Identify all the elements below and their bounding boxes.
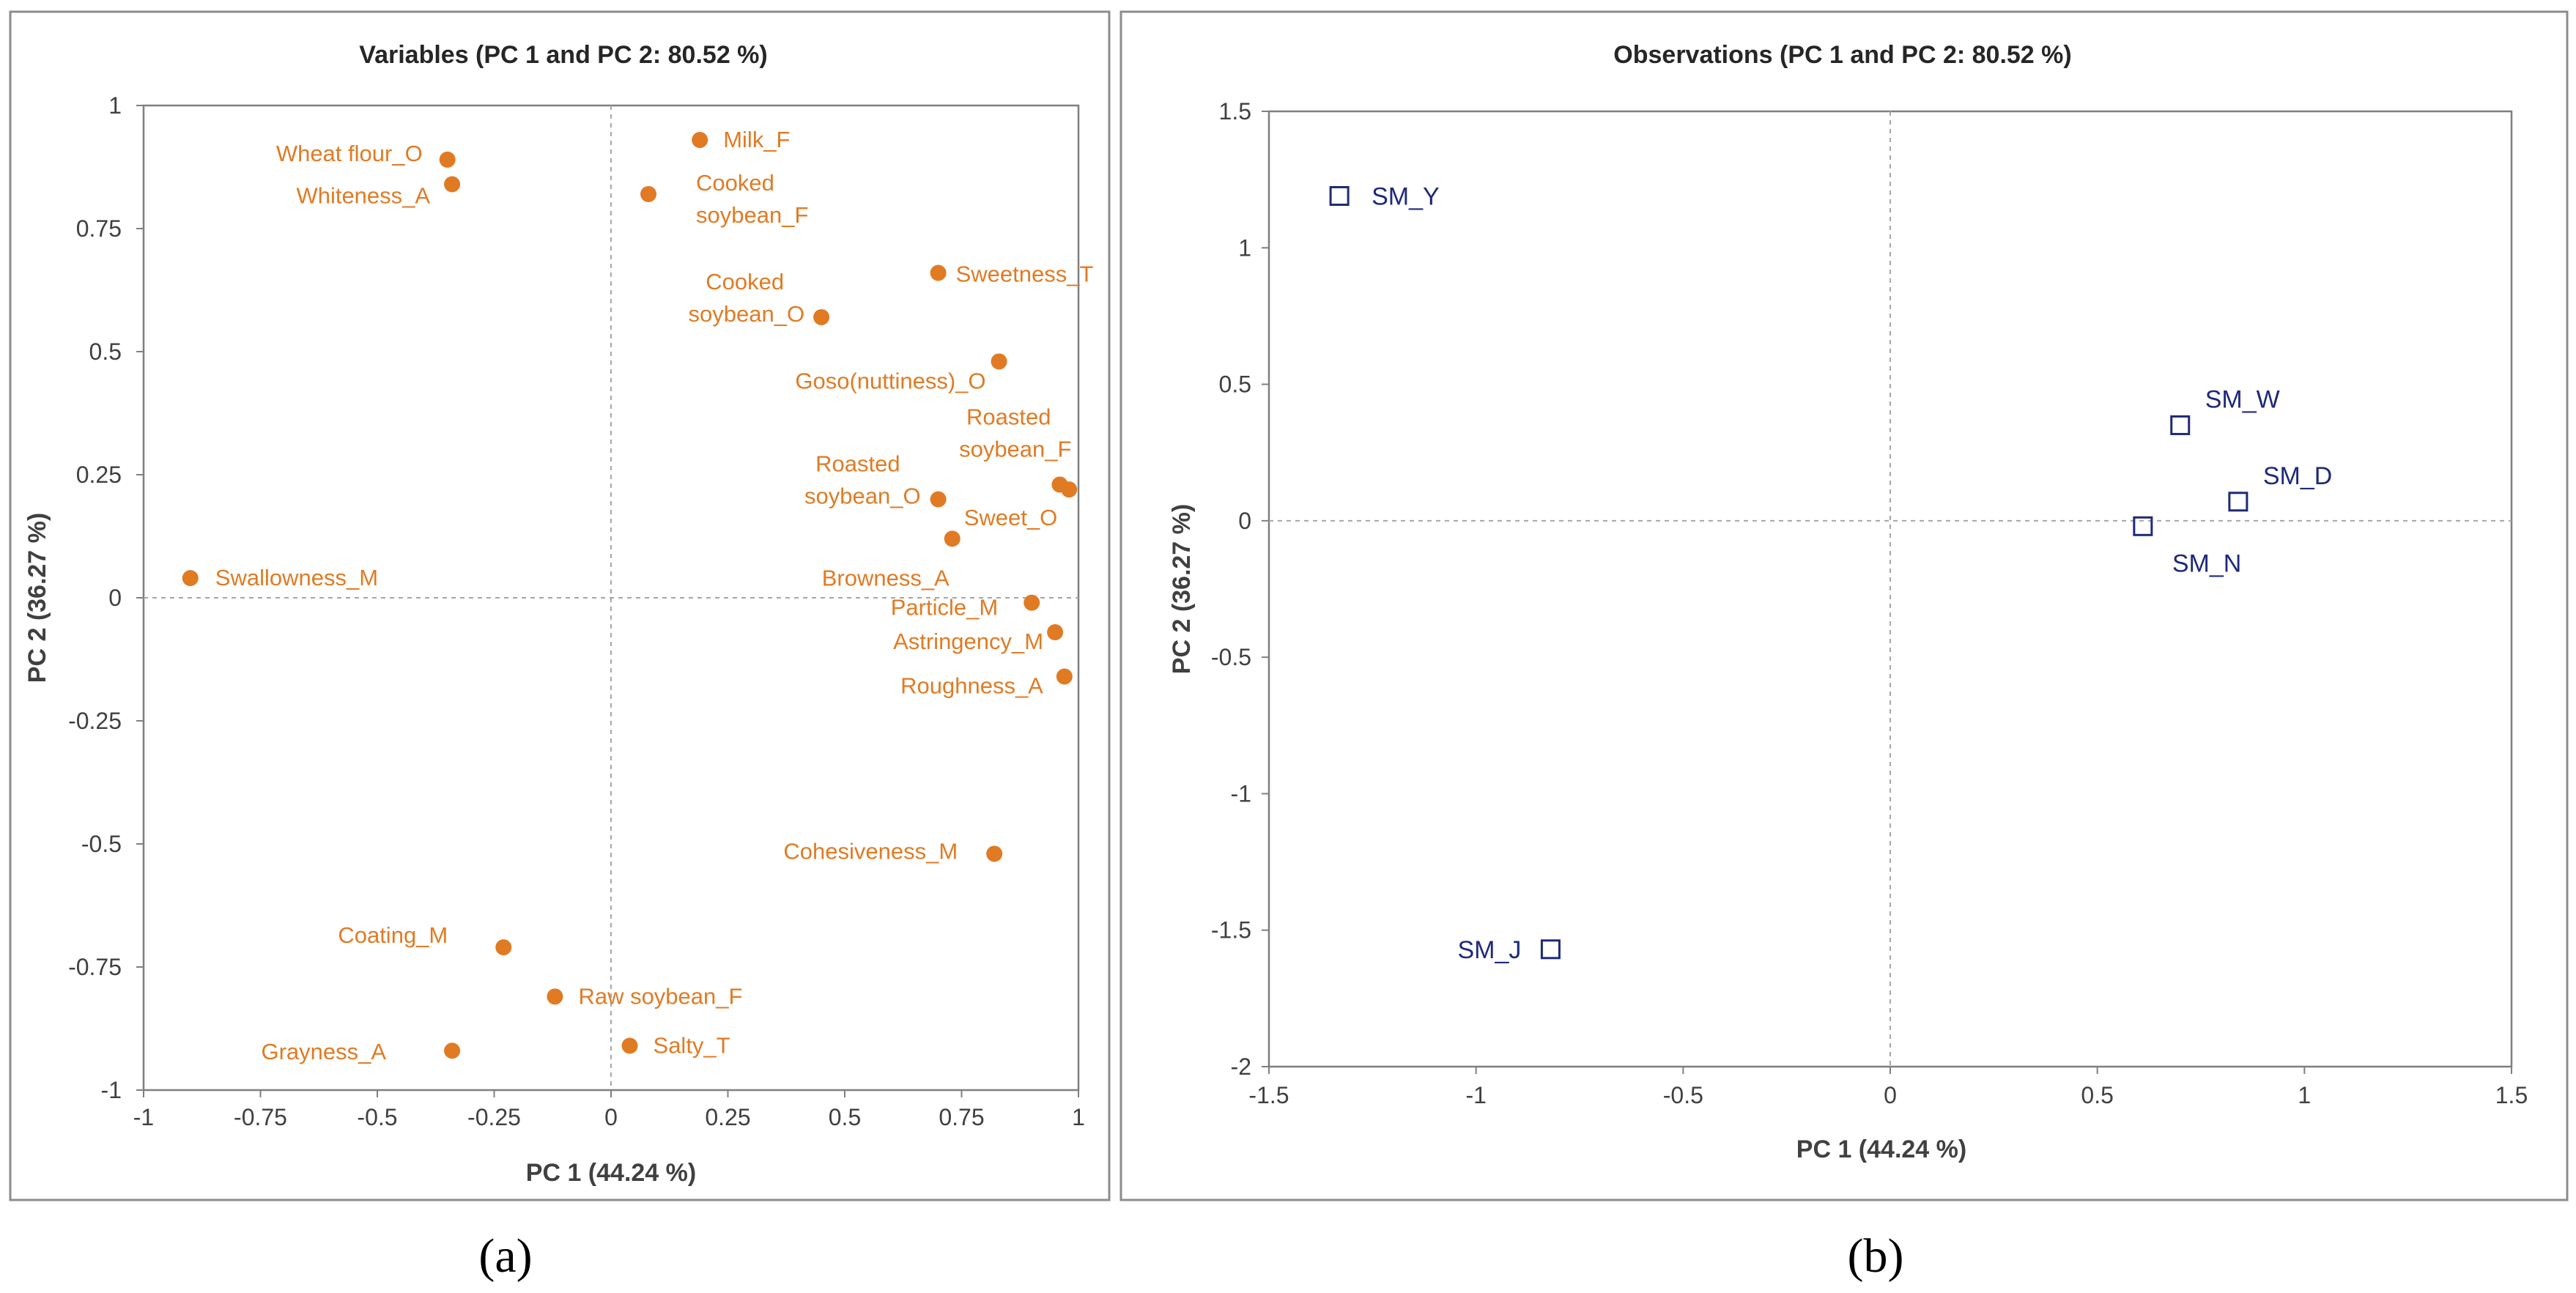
chart-title: Variables (PC 1 and PC 2: 80.52 %) <box>359 41 767 69</box>
point-label-sweet-o: Sweet_O <box>964 505 1058 530</box>
y-tick-label: -0.75 <box>68 954 122 980</box>
point-label-browness-a: Browness_A <box>822 565 950 590</box>
point-label-raw-soybean-f: Raw soybean_F <box>578 983 742 1009</box>
y-tick-label: -2 <box>1231 1053 1251 1080</box>
point-whiteness-a <box>444 176 461 193</box>
panel-b-frame <box>1119 10 2569 1201</box>
point-label-goso-nuttiness-o: Goso(nuttiness)_O <box>795 368 985 393</box>
y-tick-label: 0 <box>1238 508 1251 534</box>
point-label-sm-w: SM_W <box>2205 385 2280 413</box>
x-tick-label: -1 <box>133 1104 154 1130</box>
y-tick-label: -1 <box>1231 780 1251 807</box>
point-label-roasted-soybean-o: Roasted soybean_O <box>804 451 921 509</box>
panel-letter-a: (a) <box>478 1229 532 1283</box>
point-wheat-flour-o <box>439 151 456 168</box>
point-roasted-soybean-o <box>930 491 947 508</box>
y-tick-label: -0.5 <box>1211 644 1251 670</box>
variables-chart: Variables (PC 1 and PC 2: 80.52 %) -1 -0.… <box>23 41 1093 1187</box>
y-tick-label: 0.75 <box>76 215 122 242</box>
y-tick-label: -1.5 <box>1211 917 1251 944</box>
y-tick-label: -0.25 <box>68 708 122 734</box>
x-tick-label: -1 <box>1465 1082 1486 1108</box>
x-tick-label: -1.5 <box>1248 1082 1289 1108</box>
point-sm-y <box>1329 185 1350 206</box>
y-tick-label: 1 <box>108 92 122 119</box>
point-roughness-a <box>1056 668 1073 685</box>
x-tick-label: 0 <box>604 1104 618 1130</box>
point-sm-j <box>1540 939 1561 960</box>
point-label-wheat-flour-o: Wheat flour_O <box>276 141 423 166</box>
point-sm-d <box>2228 492 2249 512</box>
point-cooked-soybean-f <box>640 185 657 202</box>
point-label-astringency-m: Astringency_M <box>893 629 1043 654</box>
point-label-roughness-a: Roughness_A <box>900 673 1043 699</box>
point-label-coating-m: Coating_M <box>338 922 448 948</box>
point-particle-m <box>1024 594 1040 611</box>
point-label-cooked-soybean-o: Cooked soybean_O <box>689 269 805 327</box>
point-cohesiveness-m <box>986 845 1003 862</box>
x-tick-label: -0.25 <box>467 1104 521 1130</box>
point-cooked-soybean-o <box>813 308 830 325</box>
point-goso-nuttiness-o <box>991 353 1007 370</box>
point-label-roasted-soybean-f: Roasted soybean_F <box>959 404 1071 462</box>
y-axis-label: PC 2 (36.27 %) <box>23 513 51 683</box>
point-label-cohesiveness-m: Cohesiveness_M <box>783 838 958 864</box>
y-tick-label: 0 <box>108 585 122 611</box>
point-raw-soybean-f <box>547 988 563 1005</box>
x-tick-label: 0 <box>1884 1082 1897 1108</box>
point-sm-n <box>2133 516 2153 536</box>
point-label-milk-f: Milk_F <box>723 127 790 152</box>
point-salty-t <box>621 1037 638 1054</box>
point-sm-w <box>2170 415 2191 435</box>
point-label-swallowness-m: Swallowness_M <box>215 565 378 590</box>
point-label-sm-d: SM_D <box>2263 462 2332 490</box>
panel-letter-b: (b) <box>1848 1229 1904 1283</box>
point-sweet-o <box>1061 481 1078 498</box>
point-coating-m <box>495 939 512 956</box>
y-tick-label: 0.25 <box>76 462 122 488</box>
point-label-whiteness-a: Whiteness_A <box>296 183 430 209</box>
y-axis-label: PC 2 (36.27 %) <box>1168 504 1196 674</box>
point-astringency-m <box>1047 624 1064 641</box>
x-tick-label: -0.75 <box>234 1104 287 1130</box>
point-swallowness-m <box>182 570 199 587</box>
x-tick-label: 1 <box>2298 1082 2311 1108</box>
x-tick-label: 0.5 <box>829 1104 861 1130</box>
point-label-salty-t: Salty_T <box>654 1033 730 1059</box>
y-tick-label: 0.5 <box>1219 371 1251 398</box>
point-label-grayness-a: Grayness_A <box>262 1039 387 1064</box>
observations-chart: Observations (PC 1 and PC 2: 80.52 %) -1… <box>1168 41 2528 1163</box>
point-sweetness-t <box>930 264 947 281</box>
x-tick-label: 1 <box>1072 1104 1085 1130</box>
y-tick-label: -1 <box>101 1077 122 1103</box>
point-browness-a <box>944 530 961 547</box>
x-tick-label: -0.5 <box>1663 1082 1703 1108</box>
point-label-particle-m: Particle_M <box>891 595 998 620</box>
point-grayness-a <box>444 1042 461 1059</box>
point-label-sm-j: SM_J <box>1458 936 1522 964</box>
y-tick-label: 1.5 <box>1219 98 1251 125</box>
point-label-sm-y: SM_Y <box>1372 182 1440 210</box>
x-axis-label: PC 1 (44.24 %) <box>1796 1135 1966 1163</box>
x-tick-label: 0.5 <box>2081 1082 2113 1108</box>
point-label-cooked-soybean-f: Cooked soybean_F <box>696 170 808 228</box>
x-tick-label: -0.5 <box>357 1104 397 1130</box>
x-tick-label: 1.5 <box>2495 1082 2528 1108</box>
y-tick-label: -0.5 <box>81 831 122 857</box>
chart-title: Observations (PC 1 and PC 2: 80.52 %) <box>1613 41 2071 69</box>
x-tick-label: 0.25 <box>705 1104 750 1130</box>
x-axis-label: PC 1 (44.24 %) <box>526 1159 696 1187</box>
y-tick-label: 1 <box>1238 234 1251 261</box>
point-label-sweetness-t: Sweetness_T <box>956 261 1094 286</box>
x-tick-label: 0.75 <box>939 1104 984 1130</box>
point-label-sm-n: SM_N <box>2172 549 2241 577</box>
point-milk-f <box>692 132 708 149</box>
y-tick-label: 0.5 <box>89 338 122 365</box>
